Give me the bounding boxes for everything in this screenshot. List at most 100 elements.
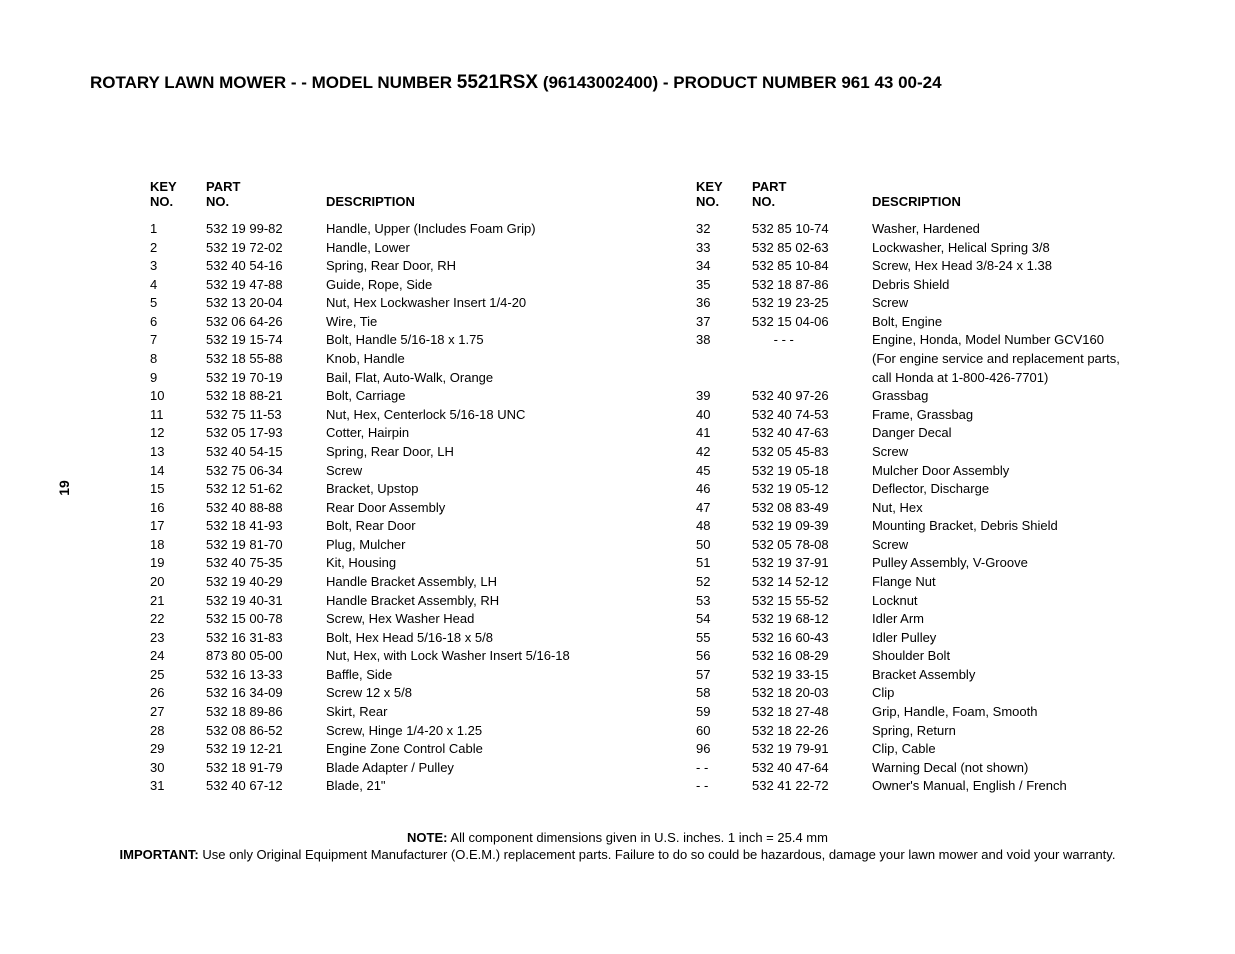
cell-key: 5	[150, 294, 206, 313]
cell-desc: Bolt, Handle 5/16-18 x 1.75	[326, 331, 656, 350]
cell-desc: Wire, Tie	[326, 313, 656, 332]
cell-part: 532 19 47-88	[206, 276, 326, 295]
table-row: 27532 18 89-86Skirt, Rear	[150, 703, 656, 722]
cell-key: 57	[696, 666, 752, 685]
cell-part: 532 18 41-93	[206, 517, 326, 536]
cell-desc: Owner's Manual, English / French	[872, 777, 1212, 796]
table-row: 1532 19 99-82Handle, Upper (Includes Foa…	[150, 220, 656, 239]
cell-key: 11	[150, 406, 206, 425]
hdr-desc: DESCRIPTION	[326, 194, 656, 210]
table-row: 10532 18 88-21Bolt, Carriage	[150, 387, 656, 406]
cell-key: 60	[696, 722, 752, 741]
cell-key: 10	[150, 387, 206, 406]
cell-key: 13	[150, 443, 206, 462]
cell-desc: Frame, Grassbag	[872, 406, 1212, 425]
cell-part: 532 19 79-91	[752, 740, 872, 759]
cell-desc: Spring, Return	[872, 722, 1212, 741]
cell-desc: Idler Arm	[872, 610, 1212, 629]
table-row: 20532 19 40-29Handle Bracket Assembly, L…	[150, 573, 656, 592]
title-suffix: (96143002400) - PRODUCT NUMBER 961 43 00…	[538, 73, 941, 92]
table-row: 52532 14 52-12Flange Nut	[696, 573, 1212, 592]
table-row: 11532 75 11-53Nut, Hex, Centerlock 5/16-…	[150, 406, 656, 425]
cell-key: 47	[696, 499, 752, 518]
table-row: 59532 18 27-48Grip, Handle, Foam, Smooth	[696, 703, 1212, 722]
table-row: 48532 19 09-39Mounting Bracket, Debris S…	[696, 517, 1212, 536]
cell-key: 3	[150, 257, 206, 276]
cell-part: 532 15 55-52	[752, 592, 872, 611]
cell-desc: Nut, Hex Lockwasher Insert 1/4-20	[326, 294, 656, 313]
cell-key: 30	[150, 759, 206, 778]
table-row: 96532 19 79-91Clip, Cable	[696, 740, 1212, 759]
cell-desc: Skirt, Rear	[326, 703, 656, 722]
cell-key: 96	[696, 740, 752, 759]
cell-part: 532 19 05-12	[752, 480, 872, 499]
cell-key: 34	[696, 257, 752, 276]
cell-key: 21	[150, 592, 206, 611]
cell-part: 532 05 17-93	[206, 424, 326, 443]
cell-part: 532 14 52-12	[752, 573, 872, 592]
cell-part: 532 18 22-26	[752, 722, 872, 741]
table-row: 5532 13 20-04Nut, Hex Lockwasher Insert …	[150, 294, 656, 313]
cell-desc: Baffle, Side	[326, 666, 656, 685]
table-row: 55532 16 60-43Idler Pulley	[696, 629, 1212, 648]
cell-part: 532 19 33-15	[752, 666, 872, 685]
cell-part: 532 40 54-15	[206, 443, 326, 462]
table-row: 50532 05 78-08Screw	[696, 536, 1212, 555]
table-row: 12532 05 17-93Cotter, Hairpin	[150, 424, 656, 443]
hdr-desc-r: DESCRIPTION	[872, 194, 1212, 210]
important-label: IMPORTANT:	[120, 847, 199, 862]
cell-desc: Idler Pulley	[872, 629, 1212, 648]
cell-part: 532 19 99-82	[206, 220, 326, 239]
cell-desc: Screw, Hex Head 3/8-24 x 1.38	[872, 257, 1212, 276]
table-row: 15532 12 51-62Bracket, Upstop	[150, 480, 656, 499]
table-row: 23532 16 31-83Bolt, Hex Head 5/16-18 x 5…	[150, 629, 656, 648]
cell-key: 50	[696, 536, 752, 555]
cell-key: 26	[150, 684, 206, 703]
cell-desc: Cotter, Hairpin	[326, 424, 656, 443]
hdr-part-l2: NO.	[206, 194, 326, 210]
cell-key: 46	[696, 480, 752, 499]
table-row: 46532 19 05-12Deflector, Discharge	[696, 480, 1212, 499]
cell-part: 532 18 91-79	[206, 759, 326, 778]
cell-key: - -	[696, 759, 752, 778]
cell-desc: Spring, Rear Door, LH	[326, 443, 656, 462]
cell-key: 32	[696, 220, 752, 239]
table-row: 6532 06 64-26Wire, Tie	[150, 313, 656, 332]
table-row: 57532 19 33-15Bracket Assembly	[696, 666, 1212, 685]
cell-part: 532 40 97-26	[752, 387, 872, 406]
cell-desc: Bracket Assembly	[872, 666, 1212, 685]
note-text1: All component dimensions given in U.S. i…	[448, 830, 828, 845]
cell-desc: Warning Decal (not shown)	[872, 759, 1212, 778]
cell-part: 532 08 86-52	[206, 722, 326, 741]
cell-part: 532 19 70-19	[206, 369, 326, 388]
cell-part: 532 19 05-18	[752, 462, 872, 481]
cell-desc: Bolt, Rear Door	[326, 517, 656, 536]
table-row: - -532 41 22-72Owner's Manual, English /…	[696, 777, 1212, 796]
cell-desc: Clip	[872, 684, 1212, 703]
cell-part: 532 85 10-84	[752, 257, 872, 276]
cell-part: 532 75 11-53	[206, 406, 326, 425]
cell-key	[696, 350, 752, 369]
cell-key: 16	[150, 499, 206, 518]
cell-key: 23	[150, 629, 206, 648]
left-column: KEY NO. PART NO. DESCRIPTION 1532 19 99-…	[150, 178, 656, 796]
table-row: 53532 15 55-52Locknut	[696, 592, 1212, 611]
cell-desc: Mounting Bracket, Debris Shield	[872, 517, 1212, 536]
table-row: 37532 15 04-06Bolt, Engine	[696, 313, 1212, 332]
note-label: NOTE:	[407, 830, 447, 845]
table-row: 9532 19 70-19Bail, Flat, Auto-Walk, Oran…	[150, 369, 656, 388]
cell-key: 15	[150, 480, 206, 499]
cell-key: 52	[696, 573, 752, 592]
table-row: (For engine service and replacement part…	[696, 350, 1212, 369]
table-row: 4532 19 47-88Guide, Rope, Side	[150, 276, 656, 295]
cell-desc: Nut, Hex, with Lock Washer Insert 5/16-1…	[326, 647, 656, 666]
hdr-key-l1-r: KEY	[696, 179, 752, 195]
cell-desc: Clip, Cable	[872, 740, 1212, 759]
cell-desc: Flange Nut	[872, 573, 1212, 592]
cell-desc: Rear Door Assembly	[326, 499, 656, 518]
cell-desc: Plug, Mulcher	[326, 536, 656, 555]
cell-key: 14	[150, 462, 206, 481]
table-row: 45532 19 05-18Mulcher Door Assembly	[696, 462, 1212, 481]
cell-part: 532 08 83-49	[752, 499, 872, 518]
cell-key: 27	[150, 703, 206, 722]
